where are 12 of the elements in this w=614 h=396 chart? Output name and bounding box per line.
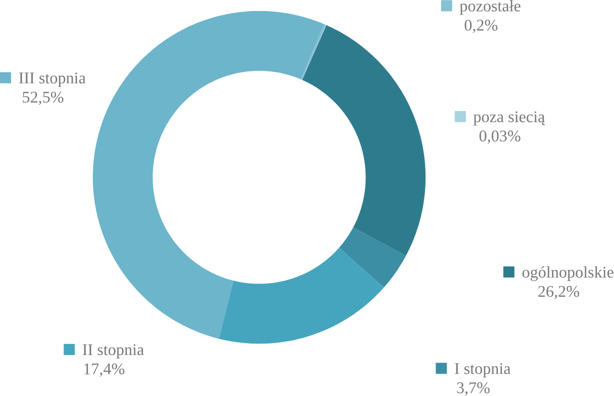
data-label: 0,2% bbox=[464, 20, 498, 34]
legend-label: poza siecią bbox=[473, 112, 546, 126]
legend-label: III stopnia bbox=[19, 72, 86, 87]
data-label: 26,2% bbox=[538, 286, 580, 300]
legend-label: II stopnia bbox=[82, 344, 144, 359]
data-label: 17,4% bbox=[84, 364, 124, 377]
data-label: 0,03% bbox=[480, 130, 520, 144]
legend-label: I stopnia bbox=[454, 363, 511, 378]
data-label: 3,7% bbox=[457, 382, 490, 396]
data-label: 52,5% bbox=[22, 92, 64, 106]
legend-label: pozostałe bbox=[460, 0, 520, 15]
legend-label: ogólnopolskie bbox=[522, 266, 614, 282]
